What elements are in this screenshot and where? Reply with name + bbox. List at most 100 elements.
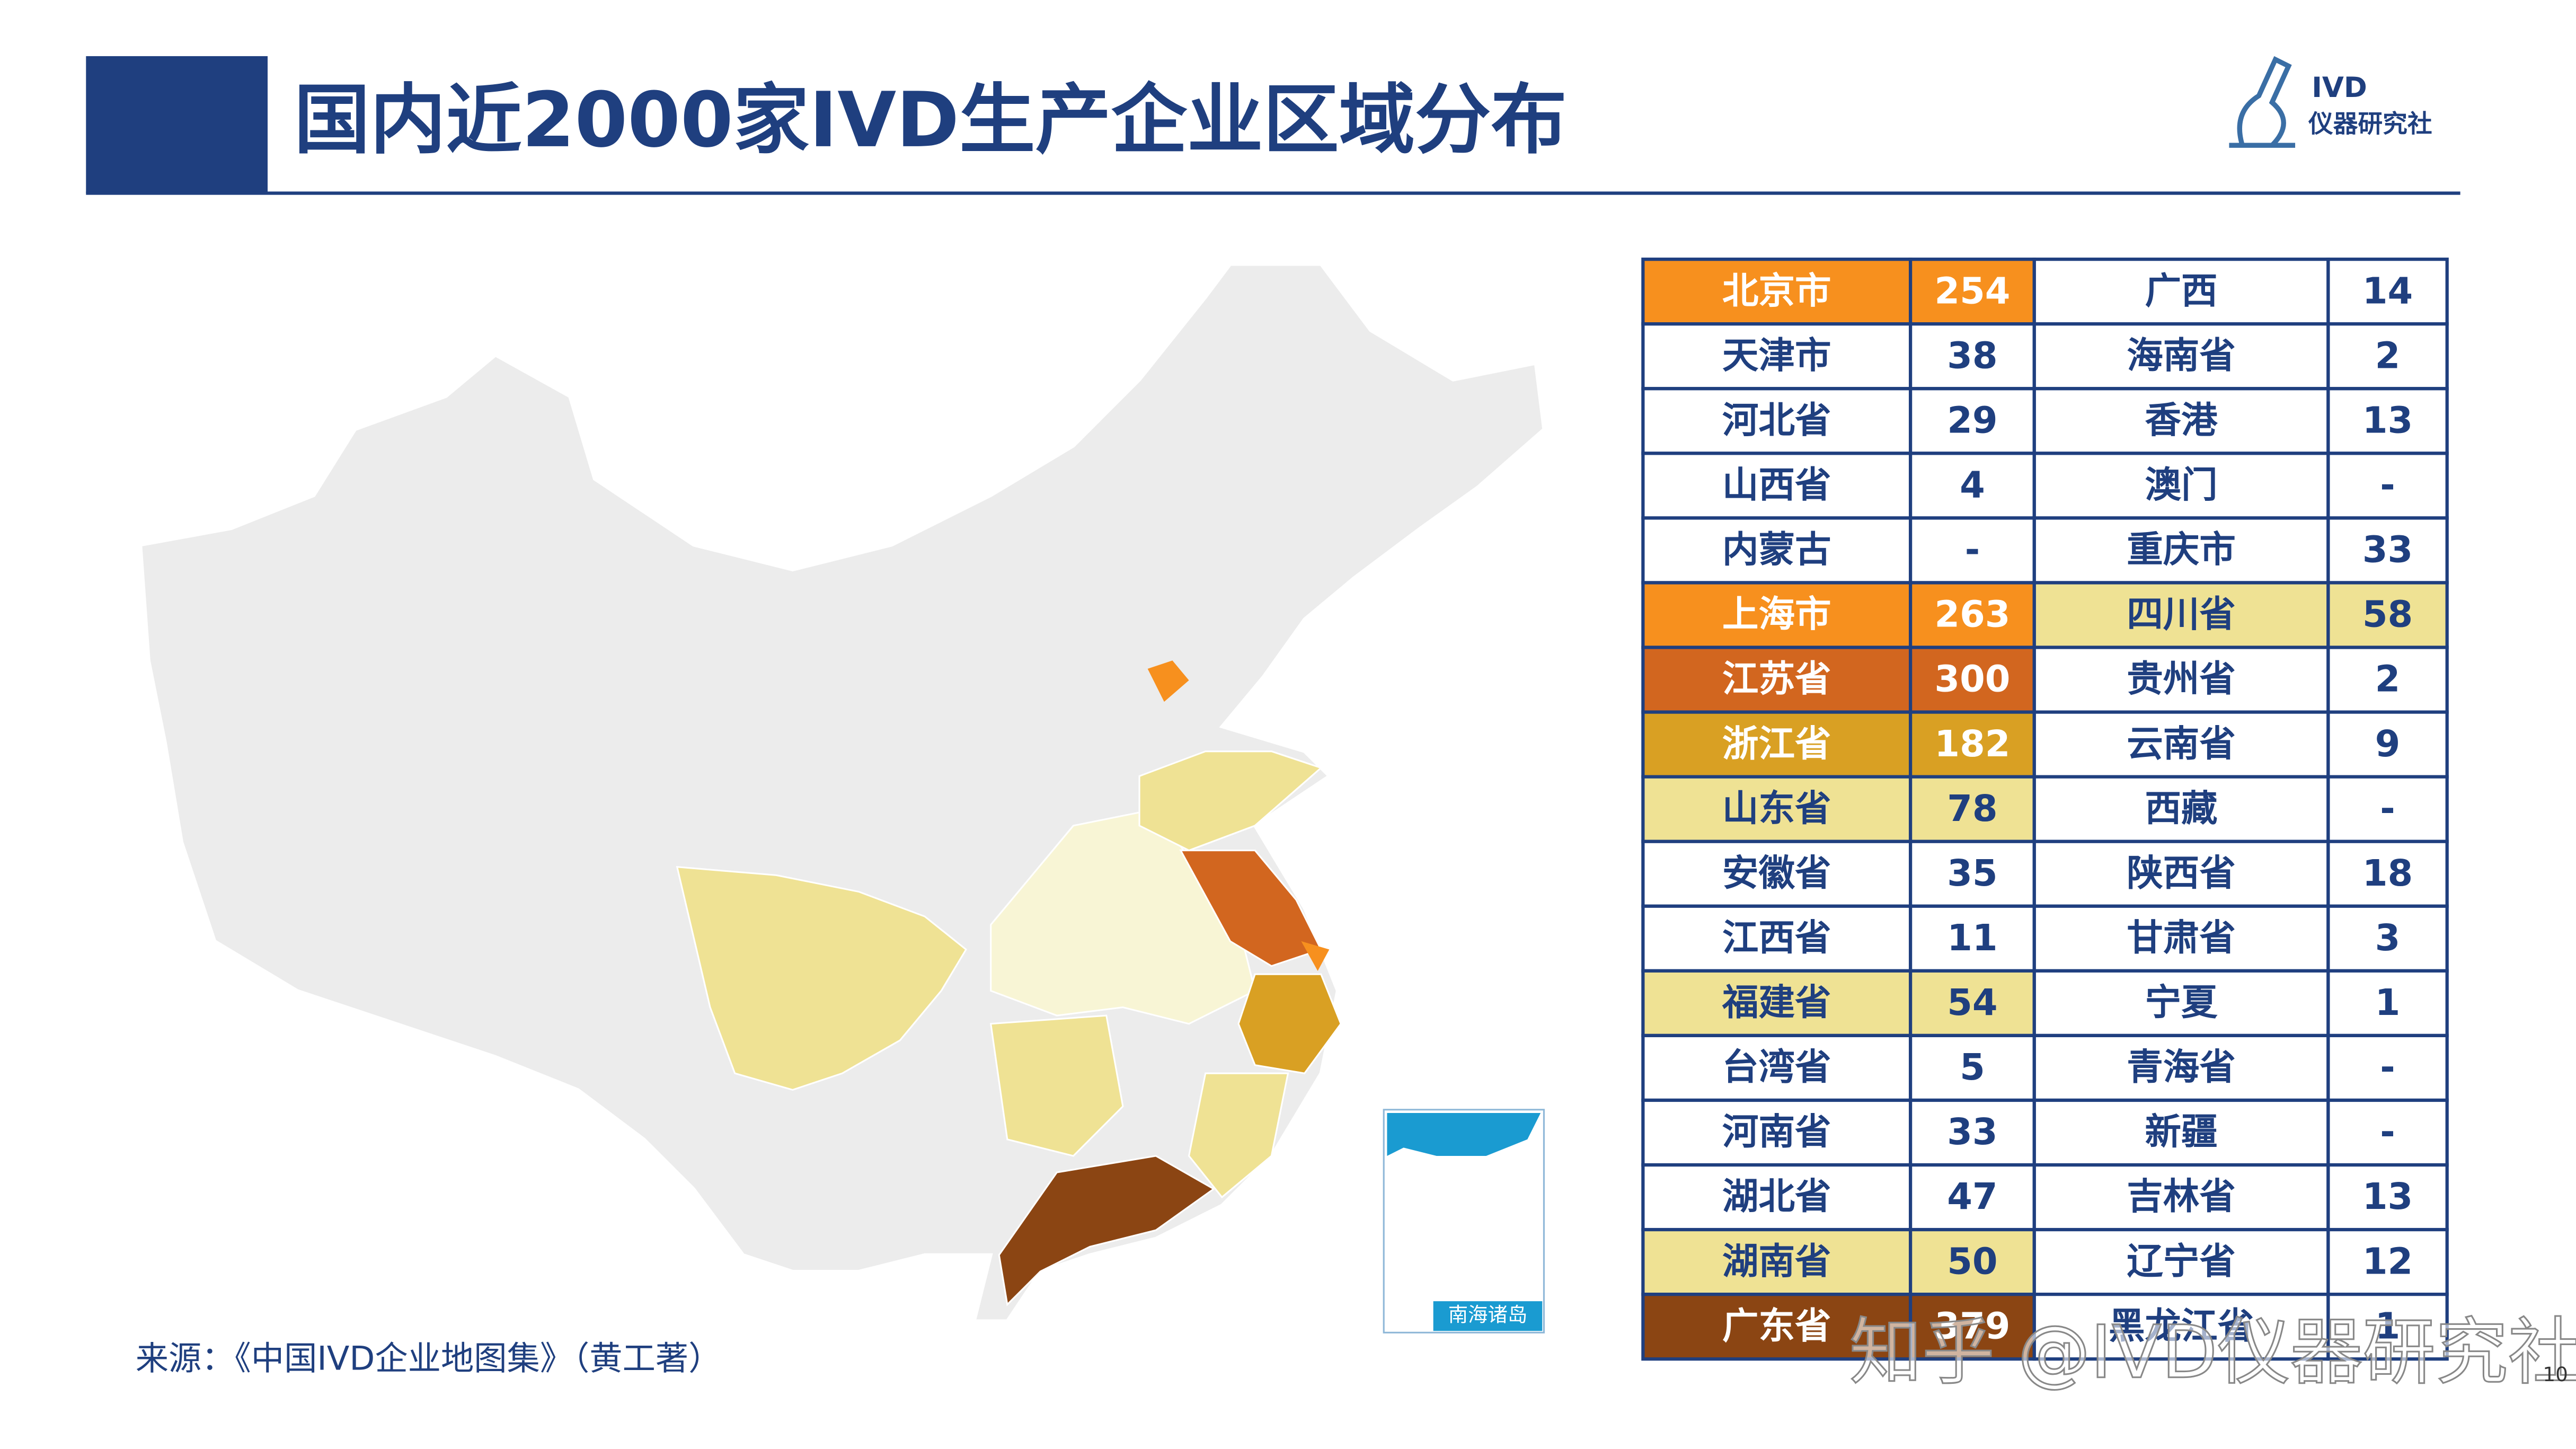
- table-cell: [1908, 775, 2036, 843]
- cell-value: 11: [1947, 917, 1997, 959]
- cell-region: 陕西省: [2127, 852, 2236, 895]
- table-cell: [1641, 1163, 1913, 1232]
- table-cell: [1908, 322, 2036, 391]
- cell-value: 9: [2375, 723, 2401, 765]
- cell-region: 香港: [2145, 399, 2219, 441]
- table-cell: [1641, 1293, 1913, 1361]
- inset-land: [1387, 1112, 1541, 1156]
- table-cell: [2326, 1227, 2449, 1296]
- table-cell: [1641, 387, 1913, 455]
- cell-region: 台湾省: [1722, 1046, 1831, 1089]
- cell-region: 吉林省: [2127, 1176, 2236, 1218]
- cell-value: 13: [2362, 1176, 2413, 1218]
- china-outline: [138, 262, 1546, 1323]
- cell-value: -: [2380, 1046, 2395, 1089]
- province-shanghai: [1301, 941, 1330, 971]
- province-sichuan: [676, 865, 967, 1091]
- table-cell: [1908, 387, 2036, 455]
- table-cell: [1908, 516, 2036, 585]
- cell-value: -: [2380, 788, 2395, 830]
- cell-value: 18: [2362, 852, 2413, 895]
- logo-icon: [2229, 56, 2296, 148]
- table-cell: [1908, 1163, 2036, 1232]
- cell-region: 河南省: [1722, 1111, 1831, 1153]
- cell-value: 38: [1947, 334, 1997, 377]
- table-cell: [2032, 1293, 2330, 1361]
- table-cell: [1908, 840, 2036, 908]
- table-cell: [2032, 710, 2330, 779]
- table-cell: [2032, 775, 2330, 843]
- province-shandong: [1138, 750, 1323, 852]
- cell-value: -: [2380, 1111, 2395, 1153]
- title-block: [86, 56, 268, 193]
- table-cell: [2326, 646, 2449, 714]
- table-cell: [2326, 840, 2449, 908]
- table-cell: [2326, 1098, 2449, 1167]
- table-cell: [1641, 840, 1913, 908]
- cell-value: 14: [2362, 270, 2413, 312]
- cell-region: 浙江省: [1722, 723, 1831, 765]
- table-cell: [1641, 1098, 1913, 1167]
- table-cell: [1908, 1227, 2036, 1296]
- table-cell: [2326, 969, 2449, 1038]
- table-cell: [2032, 840, 2330, 908]
- table-cell: [2326, 322, 2449, 391]
- table-cell: [2326, 710, 2449, 779]
- cell-region: 内蒙古: [1722, 529, 1831, 571]
- cell-value: -: [1965, 529, 1980, 571]
- page-number: 10: [2543, 1363, 2568, 1386]
- inset-label-bg: [1433, 1301, 1543, 1331]
- cell-value: 5: [1960, 1046, 1985, 1089]
- cell-region: 湖南省: [1722, 1240, 1831, 1283]
- cell-region: 青海省: [2127, 1046, 2236, 1089]
- table-cell: [2032, 1098, 2330, 1167]
- cell-region: 天津市: [1722, 334, 1831, 377]
- cell-region: 福建省: [1722, 982, 1831, 1024]
- table-cell: [1641, 646, 1913, 714]
- cell-region: 重庆市: [2127, 529, 2236, 571]
- cell-region: 河北省: [1722, 399, 1831, 441]
- cell-region: 广西: [2145, 270, 2218, 312]
- table-cell: [1641, 258, 1913, 326]
- cell-value: 12: [2362, 1240, 2413, 1283]
- table-cell: [1908, 904, 2036, 973]
- table-cell: [2326, 904, 2449, 973]
- title: 国内近2000家IVD生产企业区域分布: [294, 76, 1567, 164]
- cell-region: 甘肃省: [2127, 917, 2236, 959]
- logo-bottom: 仪器研究社: [2308, 110, 2432, 138]
- cell-region: 海南省: [2127, 334, 2236, 377]
- province-fujian: [1188, 1072, 1289, 1199]
- cell-value: 50: [1947, 1240, 1997, 1283]
- cell-value: 33: [1947, 1111, 1997, 1153]
- cell-value: 1: [2375, 1305, 2401, 1347]
- cell-value: 263: [1934, 594, 2010, 636]
- cell-region: 云南省: [2127, 723, 2236, 765]
- cell-value: 47: [1947, 1176, 1997, 1218]
- table-cell: [2326, 1293, 2449, 1361]
- source: 来源：《中国IVD企业地图集》（黄工著）: [136, 1339, 722, 1377]
- cell-value: -: [2380, 464, 2395, 507]
- cell-value: 78: [1947, 788, 1997, 830]
- cell-region: 安徽省: [1722, 852, 1831, 895]
- cell-region: 湖北省: [1722, 1176, 1831, 1218]
- table-cell: [2032, 387, 2330, 455]
- logo: IVD 仪器研究社: [2229, 56, 2432, 148]
- province-beijing: [1147, 660, 1189, 702]
- cell-value: 13: [2362, 399, 2413, 441]
- cell-region: 四川省: [2127, 594, 2236, 636]
- table-cell: [1641, 969, 1913, 1038]
- cell-region: 北京市: [1722, 270, 1831, 312]
- table-cell: [1908, 1293, 2036, 1361]
- cell-region: 澳门: [2145, 464, 2218, 507]
- table-cell: [1641, 322, 1913, 391]
- inset-label: 南海诸岛: [1448, 1303, 1528, 1327]
- table-cell: [2032, 258, 2330, 326]
- cell-region: 江西省: [1722, 917, 1831, 959]
- table-cell: [2032, 1227, 2330, 1296]
- cell-region: 上海市: [1722, 594, 1831, 636]
- province-zhejiang: [1237, 973, 1342, 1074]
- cell-value: 379: [1934, 1305, 2010, 1347]
- table-cell: [1641, 1227, 1913, 1296]
